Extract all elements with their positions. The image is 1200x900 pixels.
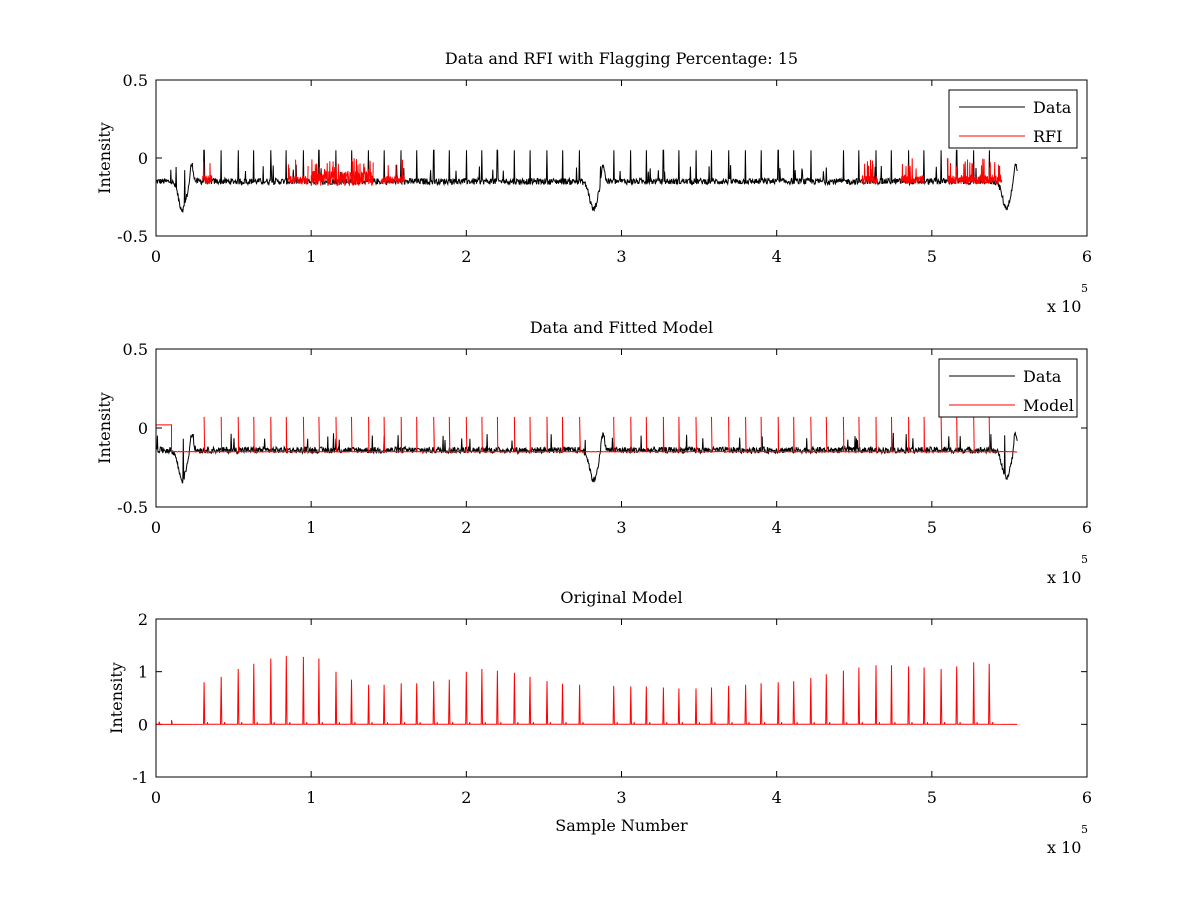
y-tick-label: 0.5 (123, 340, 148, 359)
x-multiplier-exponent: 5 (1081, 553, 1088, 566)
x-tick-label: 4 (772, 247, 782, 266)
series-line-rfi-segment (900, 158, 925, 185)
y-tick-label: 0.5 (123, 71, 148, 90)
x-tick-label: 1 (306, 788, 316, 807)
x-tick-label: 0 (151, 518, 161, 537)
chart-panel-3: Original Model Intensity Sample Number 0 1 2 3… (107, 588, 1092, 857)
chart-title: Data and RFI with Flagging Percentage: 1… (445, 49, 798, 68)
chart-title: Data and Fitted Model (530, 318, 713, 337)
x-tick-label: 5 (927, 518, 937, 537)
y-tick-label: 0 (138, 149, 148, 168)
legend: Data Model (938, 358, 1078, 418)
y-axis-label: Intensity (107, 662, 126, 734)
x-tick-label: 0 (151, 247, 161, 266)
x-multiplier: x 10 (1047, 838, 1081, 857)
x-multiplier: x 10 (1047, 297, 1081, 316)
y-tick-label: -1 (132, 768, 148, 787)
x-tick-label: 0 (151, 788, 161, 807)
x-tick-label: 2 (461, 247, 471, 266)
series-group (156, 416, 1018, 484)
legend-label-data: Data (1033, 98, 1072, 117)
legend-label-rfi: RFI (1033, 127, 1062, 146)
legend-box (938, 358, 1078, 418)
x-tick-label: 1 (306, 247, 316, 266)
legend-box (948, 89, 1078, 149)
chart-title: Original Model (560, 588, 682, 607)
series-group (156, 655, 1018, 725)
y-axis-label: Intensity (95, 392, 114, 464)
x-multiplier-exponent: 5 (1081, 823, 1088, 836)
x-tick-label: 2 (461, 518, 471, 537)
series-line-rfi-segment (310, 158, 374, 187)
x-tick-label: 3 (616, 247, 626, 266)
y-tick-label: -0.5 (117, 227, 148, 246)
series-line-original-model (156, 655, 1018, 725)
axes-box (155, 348, 1088, 508)
series-line-model (156, 416, 1018, 454)
legend-label-model: Model (1023, 396, 1074, 415)
x-tick-label: 5 (927, 247, 937, 266)
y-tick-label: 1 (138, 663, 148, 682)
x-tick-label: 4 (772, 788, 782, 807)
x-tick-label: 1 (306, 518, 316, 537)
chart-panel-2: Data and Fitted Model Intensity 0 1 2 3 4 5 6 -0.… (95, 318, 1092, 587)
chart-panel-1: Data and RFI with Flagging Percentage: 1… (95, 49, 1092, 316)
plot-area (156, 80, 1087, 236)
legend-label-data: Data (1023, 367, 1062, 386)
series-line-rfi-segment (202, 161, 213, 185)
y-tick-label: -0.5 (117, 498, 148, 517)
y-tick-label: 2 (138, 610, 148, 629)
series-line-rfi-segment (287, 159, 309, 186)
x-tick-label: 3 (616, 788, 626, 807)
plot-area (156, 349, 1087, 507)
x-tick-label: 2 (461, 788, 471, 807)
axes-box (155, 79, 1088, 237)
plot-area (156, 619, 1087, 777)
series-line-rfi-segment (380, 159, 405, 186)
series-group (156, 149, 1018, 213)
y-tick-label: 0 (138, 419, 148, 438)
series-line-rfi-segment (946, 157, 1003, 186)
y-tick-label: 0 (138, 715, 148, 734)
axes-box (155, 618, 1088, 778)
x-tick-label: 5 (927, 788, 937, 807)
x-tick-label: 6 (1082, 247, 1092, 266)
x-tick-label: 4 (772, 518, 782, 537)
x-tick-label: 3 (616, 518, 626, 537)
x-tick-label: 6 (1082, 518, 1092, 537)
y-axis-label: Intensity (95, 122, 114, 194)
x-multiplier-exponent: 5 (1081, 282, 1088, 295)
legend: Data RFI (948, 89, 1078, 149)
x-multiplier: x 10 (1047, 568, 1081, 587)
series-line-rfi-segment (861, 159, 878, 185)
x-axis-label: Sample Number (555, 816, 688, 835)
x-tick-label: 6 (1082, 788, 1092, 807)
